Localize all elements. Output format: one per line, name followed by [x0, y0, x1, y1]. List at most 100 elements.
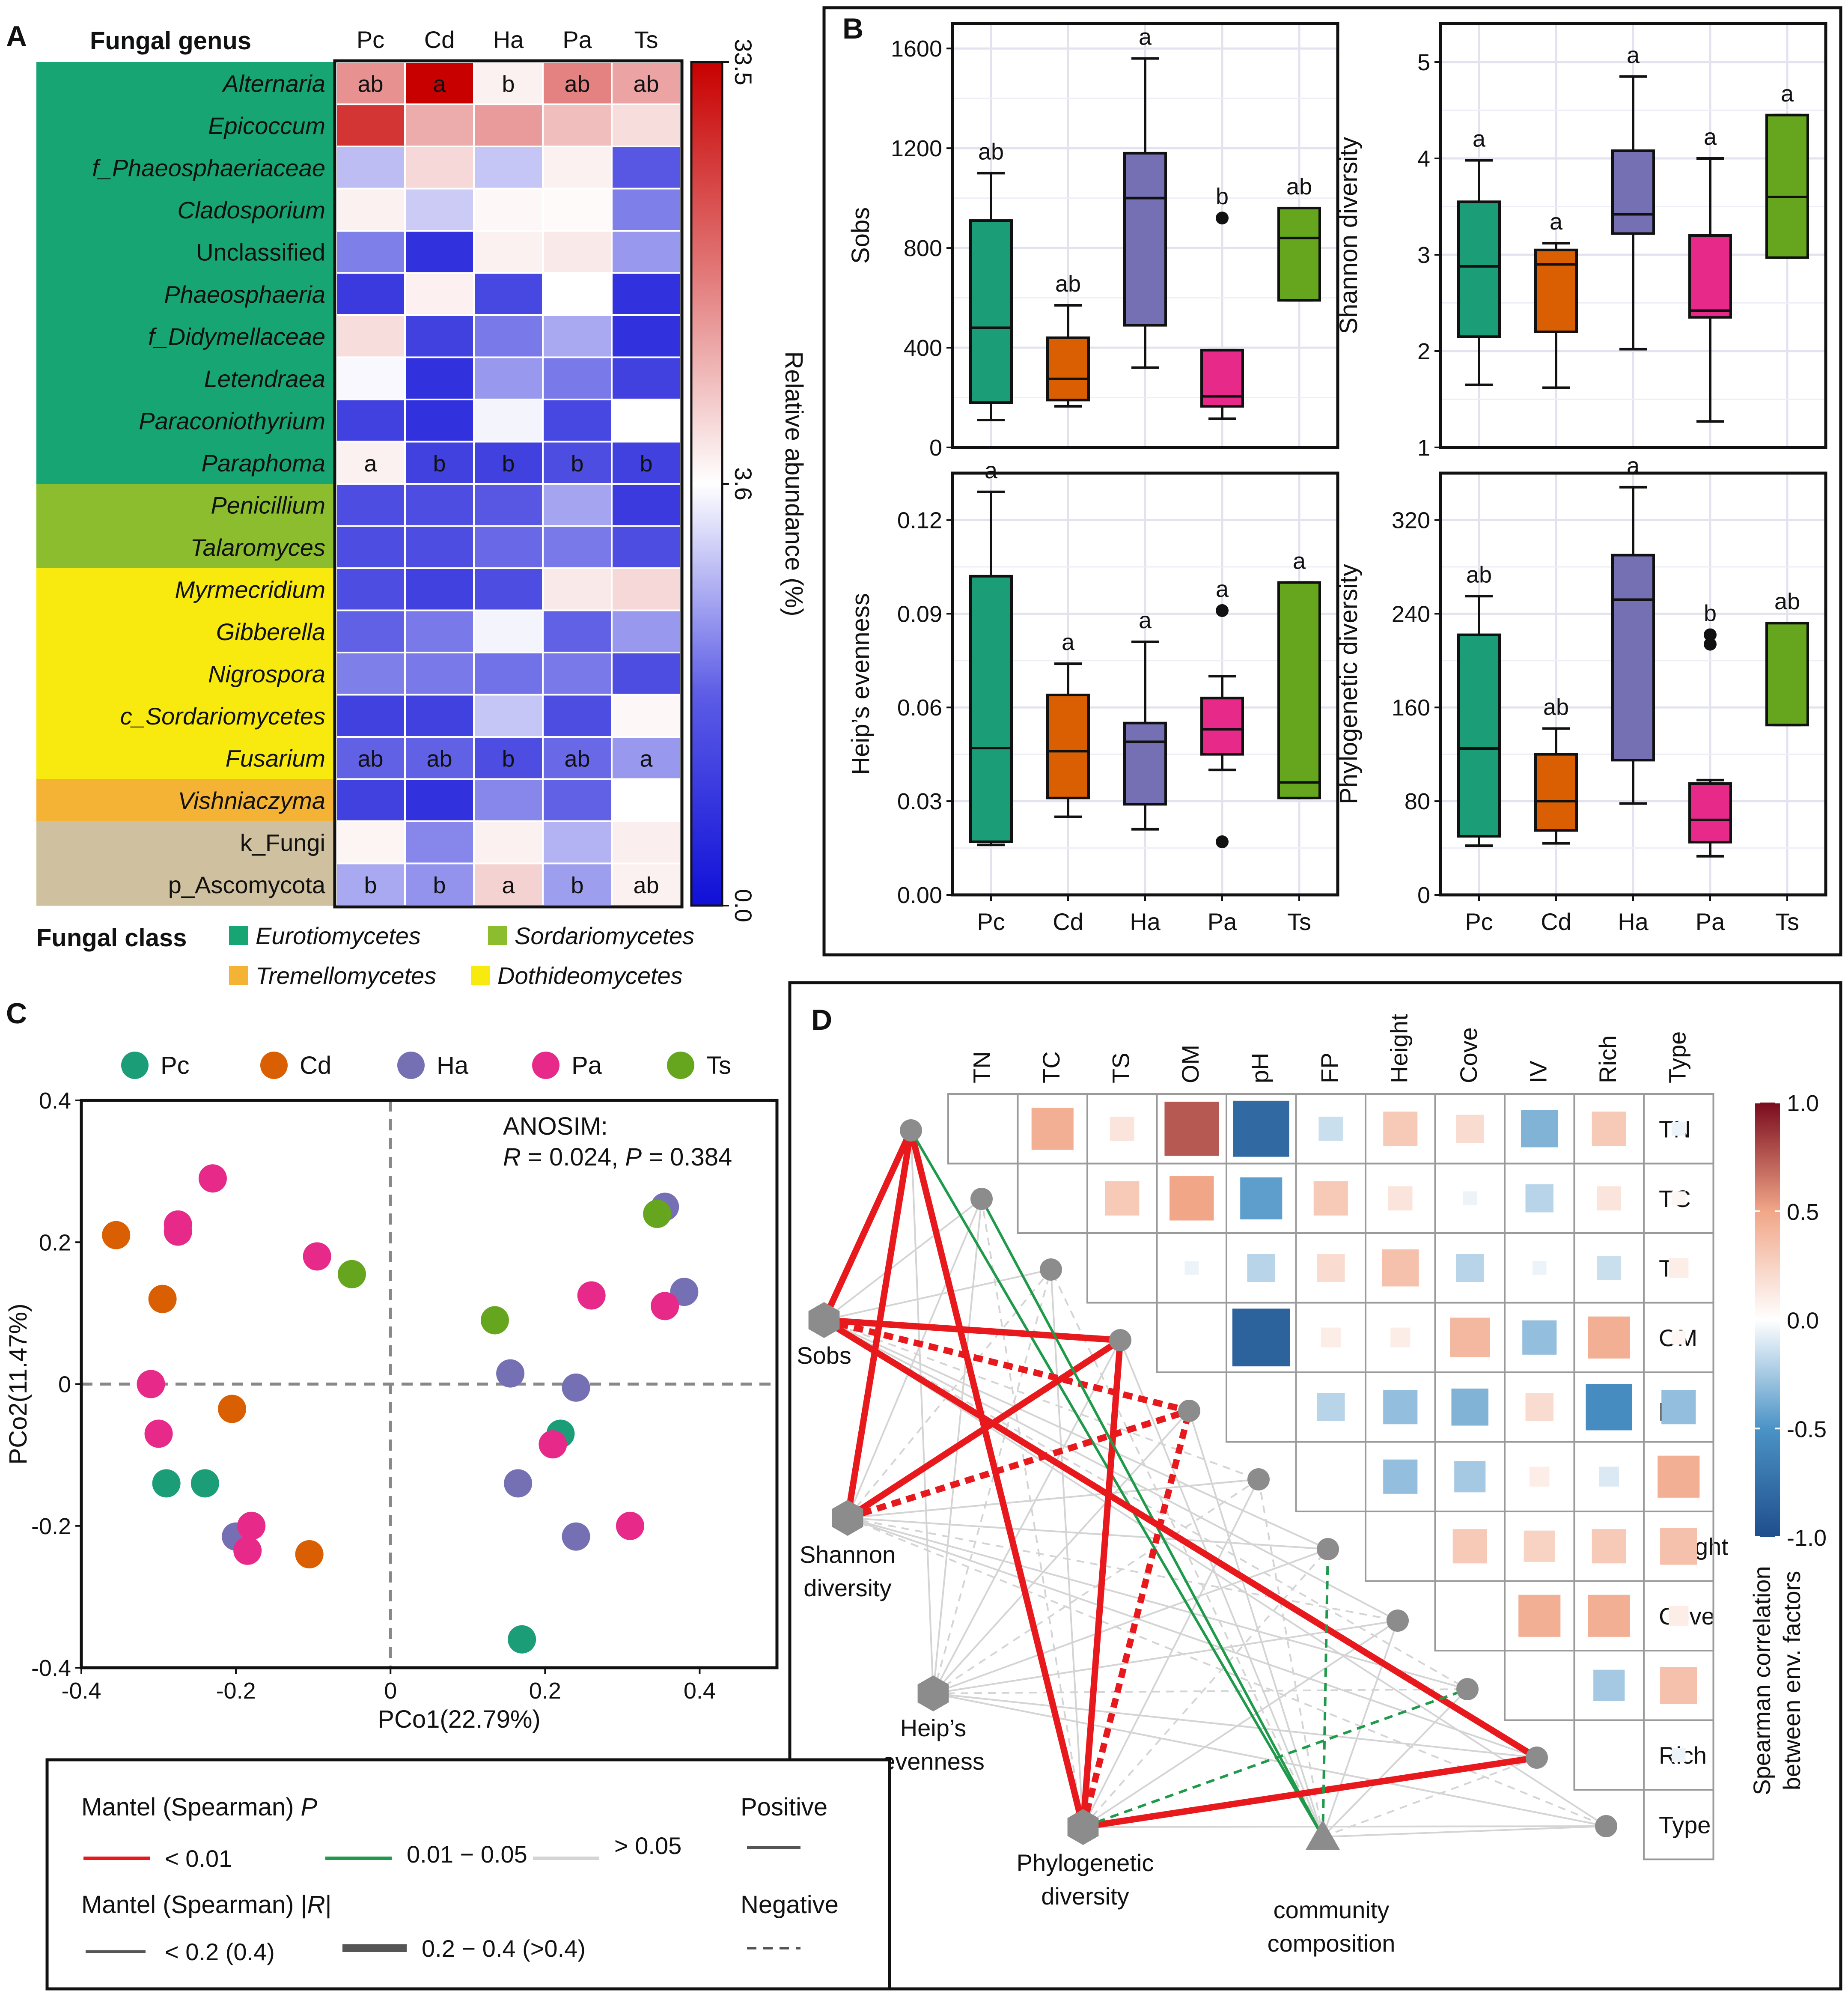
class-legend-swatch	[229, 926, 248, 945]
x-tick-label: 0.4	[684, 1678, 716, 1704]
corr-square	[1522, 1320, 1557, 1355]
class-band	[36, 273, 336, 316]
y-tick-label: 800	[904, 235, 942, 261]
heatmap-cell	[611, 820, 681, 864]
mantel-link-ns	[981, 1198, 1084, 1827]
box	[1534, 248, 1578, 333]
mantel-link-ns	[910, 1130, 934, 1694]
heatmap-cell	[611, 188, 681, 232]
heatmap-row-label: Paraphoma	[201, 450, 325, 477]
heatmap-cell	[473, 736, 544, 780]
corr-square	[1518, 1595, 1561, 1637]
colorbar-tick-label: 0.0	[730, 889, 757, 922]
legend-p-label: < 0.01	[165, 1845, 232, 1872]
legend-label: Ha	[437, 1052, 469, 1079]
mantel-link-significant	[823, 1317, 1190, 1414]
heatmap-cell	[404, 314, 475, 358]
corr-square	[1247, 1254, 1275, 1282]
x-tick-label: Pa	[1208, 908, 1237, 935]
scatter-point-ha	[670, 1278, 699, 1306]
mantel-link-significant	[846, 1407, 1190, 1521]
legend-r-title: Mantel (Spearman) |R|	[81, 1891, 332, 1919]
x-tick-label: Pa	[1696, 908, 1725, 935]
corr-square	[1164, 1101, 1219, 1156]
corr-square	[1521, 1110, 1558, 1148]
significance-letter: a	[1062, 629, 1075, 655]
class-band	[36, 315, 336, 358]
scatter-point-pa	[237, 1511, 266, 1540]
factor-node	[1109, 1329, 1131, 1351]
heatmap-cell	[335, 652, 406, 696]
corr-square	[1588, 1595, 1630, 1637]
panel-b-frame	[822, 6, 1842, 957]
mantel-link-ns	[933, 1548, 1328, 1694]
legend-p-var: P	[301, 1793, 318, 1821]
box	[1534, 753, 1578, 832]
heatmap-cell	[335, 483, 406, 527]
box	[1277, 581, 1321, 799]
heatmap-cell	[404, 525, 475, 569]
heatmap-row-label: f_Phaeosphaeriaceae	[92, 154, 325, 181]
class-band	[36, 526, 336, 569]
corr-square	[1530, 1466, 1550, 1487]
scatter-point-ha	[504, 1469, 533, 1498]
factor-column-label: Rich	[1594, 1035, 1621, 1083]
heatmap-cell	[611, 230, 681, 274]
box	[1688, 234, 1732, 319]
colorbar-tick-label: 0.5	[1787, 1199, 1819, 1225]
heatmap-cell	[611, 314, 681, 358]
heatmap-row-label: Myrmecridium	[175, 576, 325, 603]
corr-square	[1383, 1390, 1418, 1425]
corr-square	[1592, 1112, 1626, 1146]
outlier-point	[1216, 212, 1229, 225]
x-tick-label: 0.2	[529, 1678, 561, 1704]
corr-grid-cell	[1156, 1302, 1227, 1373]
colorbar-tick-label: 1.0	[1787, 1091, 1819, 1116]
corr-grid-cell	[1643, 1789, 1714, 1860]
heatmap-cell	[473, 103, 544, 147]
heatmap-cell	[335, 441, 406, 485]
corr-square	[1184, 1261, 1199, 1275]
heatmap-cell	[473, 314, 544, 358]
corr-square	[1597, 1186, 1622, 1211]
class-band	[36, 441, 336, 484]
y-tick-label: 0.03	[897, 789, 942, 814]
corr-square	[1525, 1184, 1553, 1213]
legend-label: Pa	[571, 1052, 602, 1079]
heatmap-column-label: Ha	[493, 26, 524, 53]
factor-column-label: TS	[1107, 1052, 1134, 1083]
significance-letter: a	[364, 451, 377, 477]
class-legend-label: Sordariomycetes	[515, 922, 694, 949]
significance-letter: b	[1216, 184, 1229, 209]
corr-grid-cell	[1365, 1511, 1436, 1582]
y-tick-label: 240	[1392, 601, 1430, 627]
scatter-point-pc	[152, 1469, 181, 1498]
factor-node	[900, 1119, 922, 1142]
panel-letter-a: A	[6, 20, 27, 53]
corr-square	[1318, 1116, 1343, 1141]
scatter-point-pa	[137, 1370, 165, 1398]
y-tick-label: -0.2	[31, 1514, 71, 1539]
x-tick-label: Ha	[1618, 908, 1649, 935]
heatmap-cell	[542, 399, 613, 443]
scatter-point-pa	[233, 1536, 262, 1565]
box	[1200, 349, 1244, 408]
heatmap-cell	[404, 483, 475, 527]
heatmap-cell	[611, 272, 681, 316]
anosim-title: ANOSIM:	[503, 1112, 608, 1140]
heatmap-cell	[611, 399, 681, 443]
significance-letter: a	[640, 746, 653, 772]
heatmap-cell	[542, 230, 613, 274]
heatmap-cell	[335, 356, 406, 400]
scatter-point-ts	[643, 1200, 672, 1228]
heatmap-cell	[542, 272, 613, 316]
significance-letter: ab	[978, 139, 1004, 164]
box	[1123, 152, 1167, 327]
factor-column-label: Height	[1385, 1014, 1412, 1083]
significance-letter: b	[502, 451, 515, 477]
mantel-link-ns	[933, 1688, 1468, 1694]
corr-grid-cell	[1017, 1162, 1088, 1234]
heatmap-cell	[404, 356, 475, 400]
mantel-link-significant	[1082, 1688, 1468, 1828]
box	[1457, 200, 1501, 338]
